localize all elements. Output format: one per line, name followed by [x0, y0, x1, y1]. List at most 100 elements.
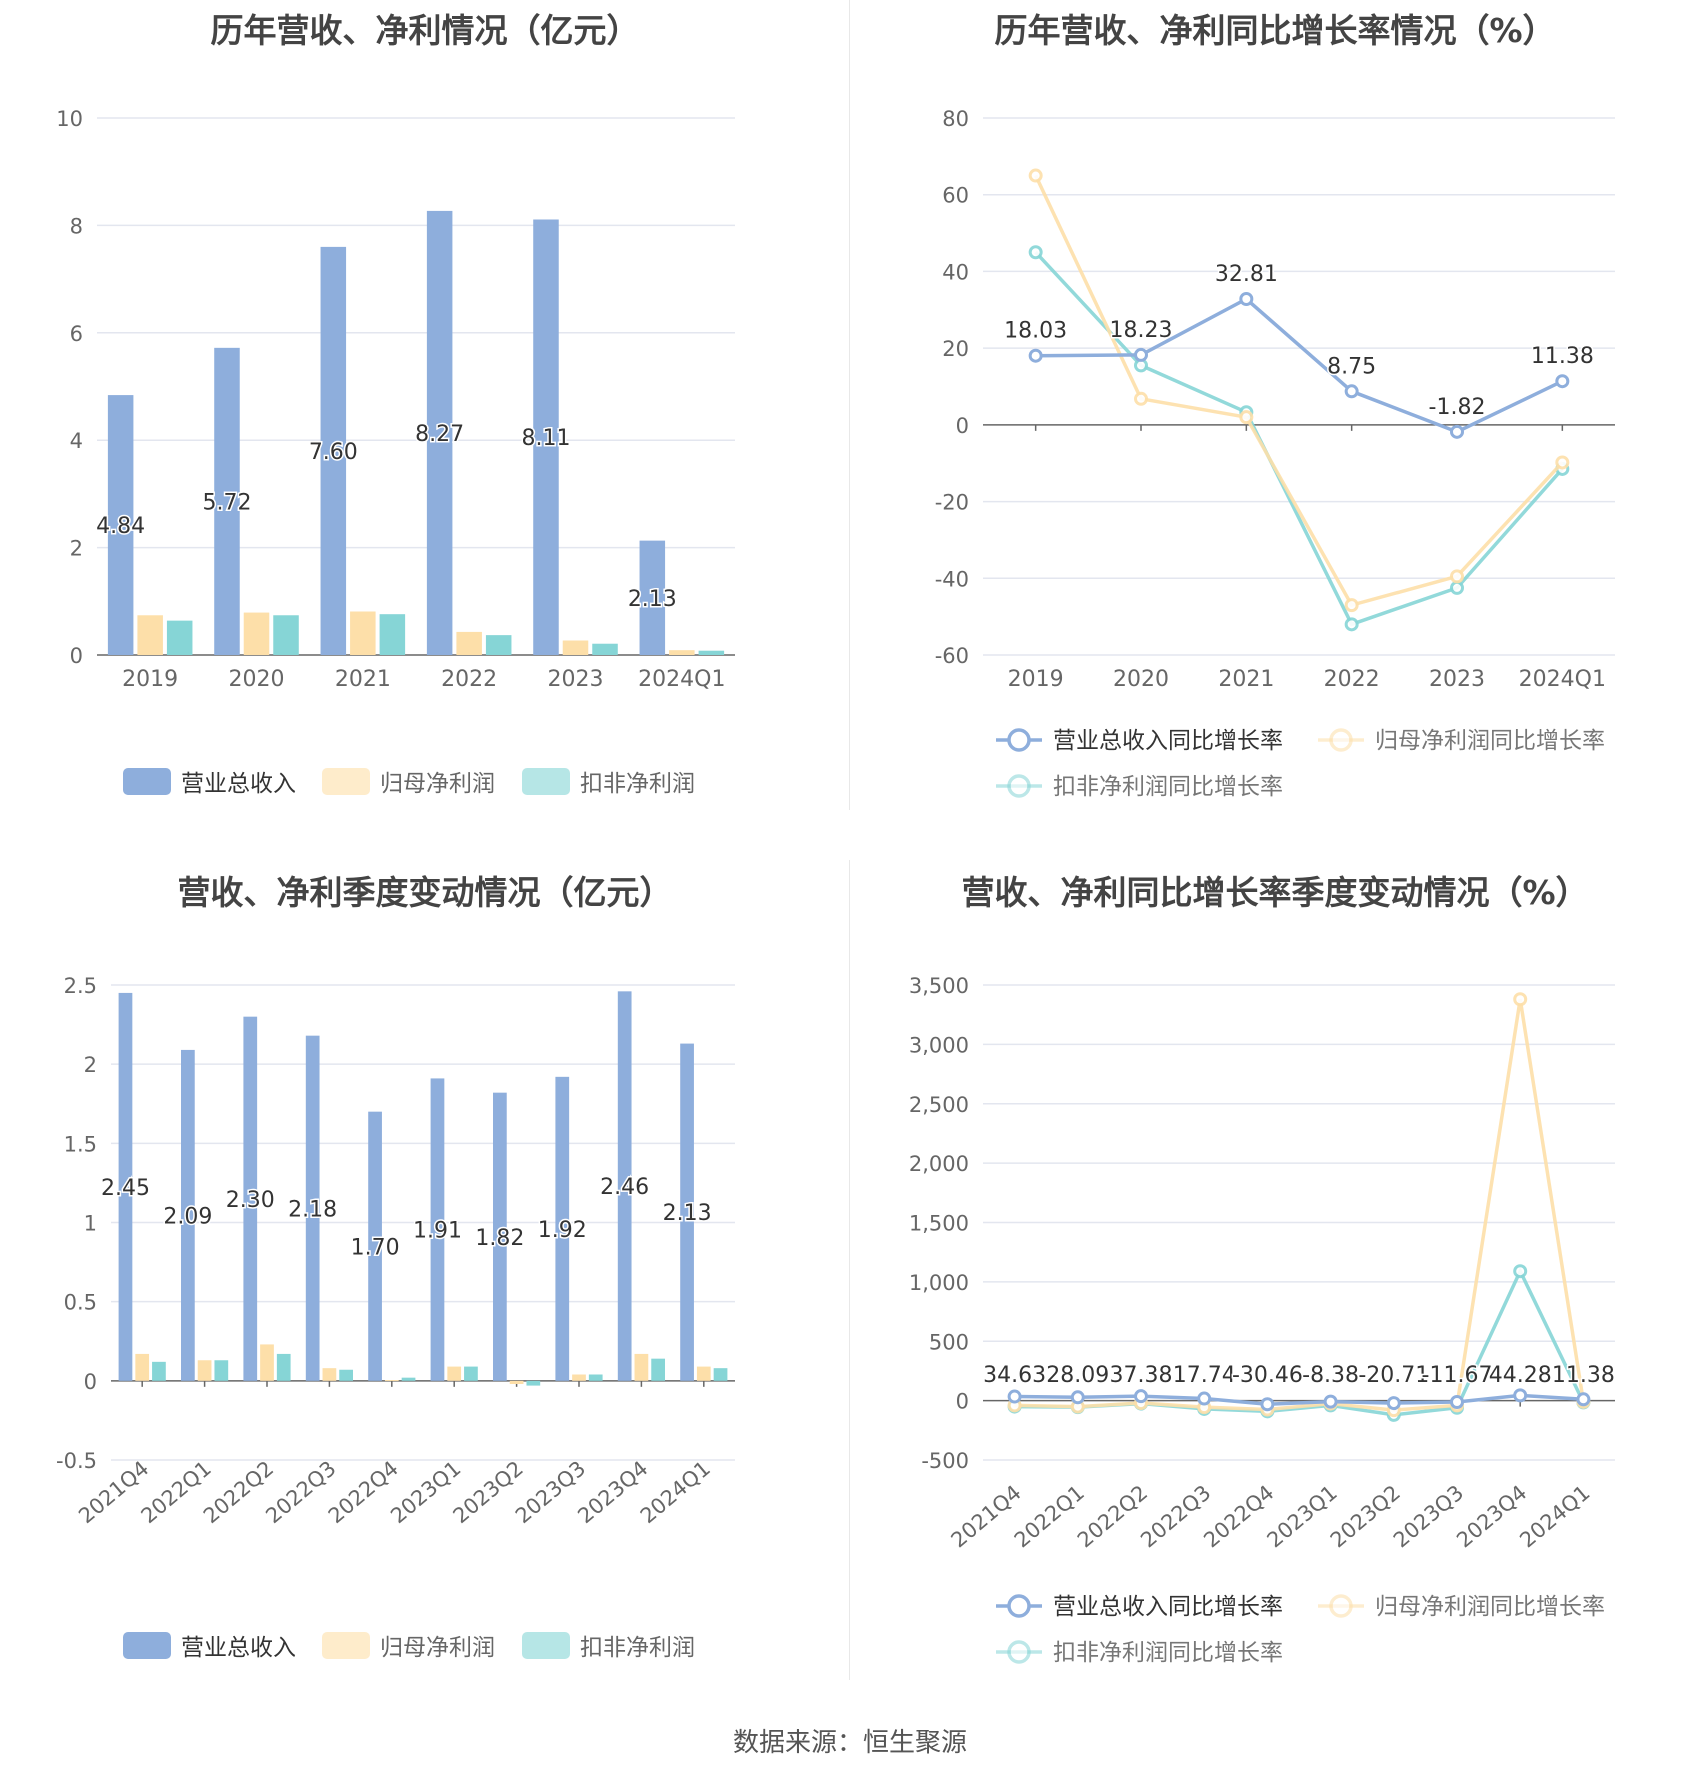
bar	[243, 612, 270, 655]
bar	[713, 1368, 728, 1381]
bar	[698, 650, 725, 655]
legend-label: 归母净利润同比增长率	[1375, 1594, 1605, 1620]
data-point	[1028, 245, 1043, 260]
y-tick-label: 1	[84, 1212, 97, 1236]
bar	[214, 1360, 229, 1381]
x-tick-label: 2023Q1	[1263, 1480, 1342, 1552]
data-label: 44.28	[1489, 1363, 1552, 1388]
x-tick-label: 2022Q3	[261, 1456, 340, 1528]
data-point	[1450, 569, 1464, 584]
bar	[118, 992, 133, 1381]
bar	[320, 246, 347, 655]
bar	[350, 611, 376, 655]
legend-label: 营业总收入	[181, 771, 296, 797]
x-tick-label: 2022Q2	[1073, 1480, 1152, 1552]
data-label: 2.13	[628, 587, 677, 612]
x-tick-label: 2022	[441, 667, 497, 692]
x-tick-label: 2022Q4	[324, 1456, 403, 1528]
bar	[651, 1358, 665, 1381]
y-tick-label: 2	[84, 1053, 97, 1077]
x-tick-label: 2023Q3	[1389, 1480, 1468, 1552]
bar	[243, 1016, 258, 1381]
bar	[493, 1092, 507, 1381]
y-tick-label: 40	[942, 260, 969, 284]
data-source: 数据来源：恒生聚源	[732, 1728, 967, 1758]
series-line	[1014, 998, 1586, 1412]
data-label: 1.70	[351, 1235, 400, 1260]
x-tick-label: 2020	[1113, 667, 1169, 692]
legend-marker	[1329, 1594, 1353, 1618]
quarterly-bar-chart: -0.500.511.522.52021Q42.452022Q12.092022…	[56, 974, 735, 1661]
bar	[166, 620, 193, 655]
y-tick-label: 0	[956, 414, 969, 438]
data-point	[1028, 348, 1043, 363]
data-label: 8.27	[415, 422, 464, 447]
chart-title: 历年营收、净利同比增长率情况（%）	[994, 11, 1556, 50]
bar	[305, 1035, 320, 1381]
legend-swatch	[123, 1632, 171, 1659]
x-tick-label: 2024Q1	[1519, 667, 1606, 692]
data-point	[1007, 1389, 1022, 1404]
series-line	[1014, 1267, 1585, 1417]
y-tick-label: 2,000	[909, 1152, 969, 1176]
y-tick-label: 3,500	[909, 974, 969, 998]
bar	[137, 615, 163, 655]
data-label: 2.45	[101, 1176, 150, 1201]
bar	[634, 1353, 649, 1381]
data-point	[1344, 598, 1359, 613]
bar	[533, 219, 559, 656]
y-tick-label: 0	[84, 1370, 97, 1394]
y-tick-label: 500	[929, 1330, 969, 1354]
bar	[588, 1374, 603, 1381]
legend-marker	[1007, 1640, 1031, 1664]
data-point	[1260, 1397, 1275, 1412]
data-point	[1513, 992, 1528, 1007]
chart-title: 营收、净利季度变动情况（亿元）	[177, 873, 673, 912]
bar	[696, 1366, 711, 1381]
y-tick-label: 1,000	[909, 1271, 969, 1295]
bar	[152, 1361, 166, 1381]
data-point	[1028, 168, 1043, 183]
data-label: 34.63	[983, 1363, 1046, 1388]
bar	[464, 1366, 478, 1381]
x-tick-label: 2022Q1	[137, 1456, 216, 1528]
panel-annual-bar: 历年营收、净利情况（亿元） 0 2 4 6 8 10 2019 4.84 2020 5.72 202…	[0, 0, 850, 860]
data-point	[1134, 391, 1148, 406]
legend-swatch	[322, 768, 370, 795]
x-tick-label: 2023Q3	[511, 1456, 590, 1528]
x-tick-label: 2023Q4	[1452, 1480, 1531, 1552]
data-label: 28.09	[1046, 1363, 1109, 1388]
data-label: -1.82	[1429, 395, 1486, 420]
bar	[509, 1380, 524, 1384]
bar	[456, 631, 482, 655]
data-point	[1323, 1394, 1338, 1409]
bar	[680, 1043, 694, 1381]
x-tick-label: 2024Q1	[636, 1456, 715, 1528]
x-tick-label: 2020	[229, 667, 285, 692]
bar	[669, 650, 695, 655]
bar	[430, 1078, 445, 1381]
panel-annual-growth: 历年营收、净利同比增长率情况（%） -60 -40 -20 0 20 40 60 80 2019…	[850, 0, 1700, 860]
data-label: 1.91	[413, 1219, 462, 1244]
y-tick-label: 4	[70, 429, 83, 453]
y-tick-label: 2	[70, 537, 83, 561]
chart-title: 历年营收、净利情况（亿元）	[210, 11, 640, 50]
y-tick-label: -0.5	[56, 1449, 97, 1473]
bar	[592, 643, 618, 655]
x-tick-label: 2023Q4	[573, 1456, 652, 1528]
data-label: 2.09	[163, 1204, 212, 1229]
y-tick-label: 3,000	[909, 1033, 969, 1057]
data-label: 2.46	[600, 1175, 649, 1200]
bar	[401, 1377, 416, 1381]
legend-label: 扣非净利润同比增长率	[1053, 774, 1283, 800]
bar	[617, 991, 632, 1381]
legend-label: 营业总收入同比增长率	[1053, 1594, 1283, 1620]
data-label: 11.38	[1531, 344, 1594, 369]
series-line	[1035, 296, 1564, 434]
data-point	[1450, 424, 1464, 439]
bar	[485, 635, 512, 655]
data-point	[1576, 1392, 1591, 1407]
data-point	[1555, 374, 1570, 389]
y-tick-label: 1.5	[64, 1132, 97, 1156]
bar	[572, 1374, 586, 1381]
